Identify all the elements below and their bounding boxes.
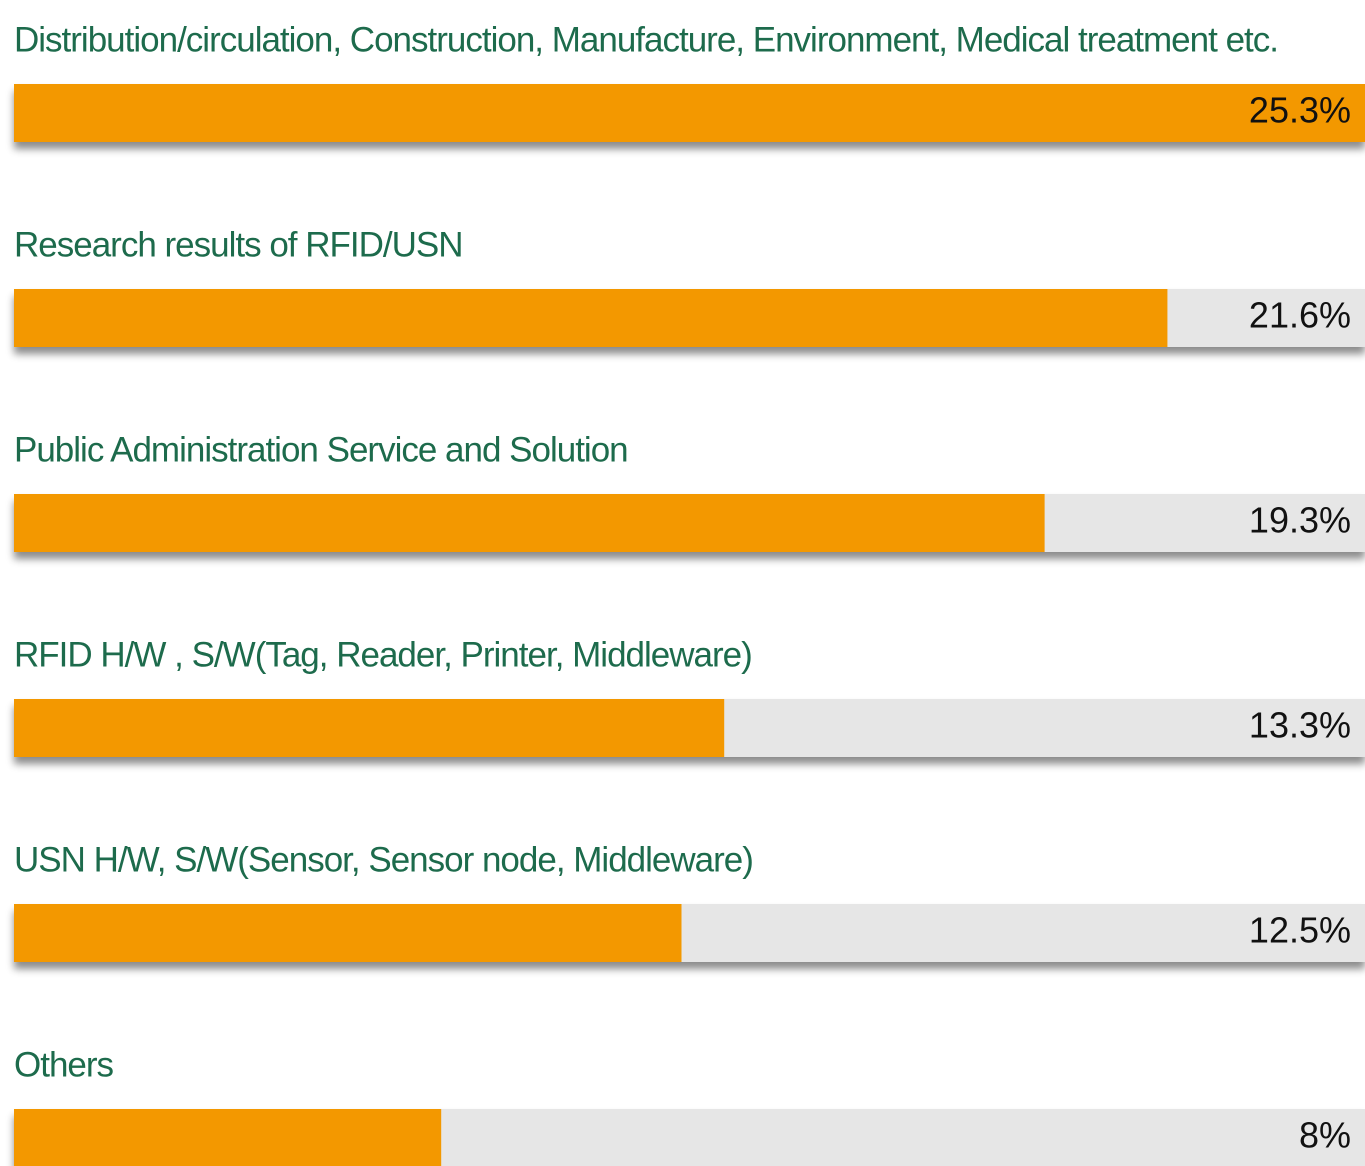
bar-row: [14, 494, 1365, 552]
category-label: Distribution/circulation, Construction, …: [14, 20, 1278, 59]
category-label: USN H/W, S/W(Sensor, Sensor node, Middle…: [14, 840, 753, 879]
value-label: 19.3%: [1249, 500, 1351, 541]
value-label: 13.3%: [1249, 705, 1351, 746]
bar-row: [14, 84, 1365, 142]
bar: [14, 699, 725, 757]
value-label: 21.6%: [1249, 295, 1351, 336]
bar: [14, 1109, 442, 1166]
value-label: 8%: [1299, 1115, 1351, 1156]
category-label: RFID H/W , S/W(Tag, Reader, Printer, Mid…: [14, 635, 752, 674]
bar: [14, 84, 1365, 142]
bar: [14, 494, 1045, 552]
bar-row: [14, 1109, 1365, 1166]
category-label: Public Administration Service and Soluti…: [14, 430, 628, 469]
bar: [14, 904, 682, 962]
bar: [14, 289, 1168, 347]
bar-row: [14, 289, 1365, 347]
value-label: 12.5%: [1249, 910, 1351, 951]
bar-row: [14, 904, 1365, 962]
category-label: Others: [14, 1045, 114, 1084]
bar-row: [14, 699, 1365, 757]
category-label: Research results of RFID/USN: [14, 225, 463, 264]
value-label: 25.3%: [1249, 90, 1351, 131]
